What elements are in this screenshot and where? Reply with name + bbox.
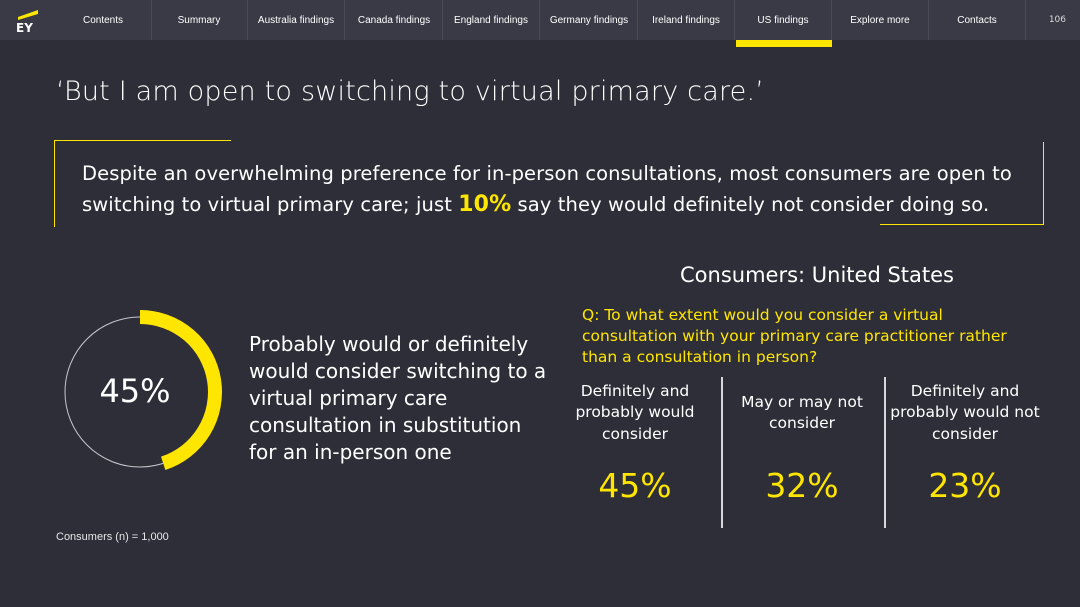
result-value: 32% [722,466,882,505]
survey-question: Q: To what extent would you consider a v… [582,305,1042,368]
result-value: 23% [885,466,1045,505]
nav-tab-germany-findings[interactable]: Germany findings [541,0,638,40]
result-label: May or may not consider [722,378,882,448]
panel-title: Consumers: United States [680,263,954,287]
nav-tab-england-findings[interactable]: England findings [443,0,540,40]
nav-tab-contacts[interactable]: Contacts [929,0,1026,40]
nav-tab-australia-findings[interactable]: Australia findings [248,0,345,40]
callout-text-after: say they would definitely not consider d… [511,193,989,216]
logo-text: EY [16,21,33,34]
callout-text: Despite an overwhelming preference for i… [82,158,1042,220]
sample-size-note: Consumers (n) = 1,000 [56,531,169,543]
donut-description: Probably would or definitely would consi… [249,331,549,466]
nav-tab-explore-more[interactable]: Explore more [832,0,929,40]
result-value: 45% [555,466,715,505]
active-tab-indicator [736,40,832,47]
nav-tab-us-findings[interactable]: US findings [735,0,832,40]
result-column-may-or-may-not: May or may not consider 32% [722,378,882,505]
page-title: ‘But I am open to switching to virtual p… [56,76,764,107]
nav-tab-canada-findings[interactable]: Canada findings [346,0,443,40]
result-label: Definitely and probably would not consid… [885,378,1045,448]
nav-tab-summary[interactable]: Summary [151,0,248,40]
nav-tab-ireland-findings[interactable]: Ireland findings [638,0,735,40]
result-column-would-consider: Definitely and probably would consider 4… [555,378,715,505]
page-number: 106 [1049,0,1066,40]
callout-highlight: 10% [458,192,511,217]
donut-percentage: 45% [50,372,220,410]
result-column-would-not-consider: Definitely and probably would not consid… [885,378,1045,505]
ey-logo[interactable]: EY [12,8,42,34]
result-label: Definitely and probably would consider [555,378,715,448]
top-nav-bar: EY Contents Summary Australia findings Cana… [0,0,1080,40]
nav-tab-contents[interactable]: Contents [55,0,152,40]
